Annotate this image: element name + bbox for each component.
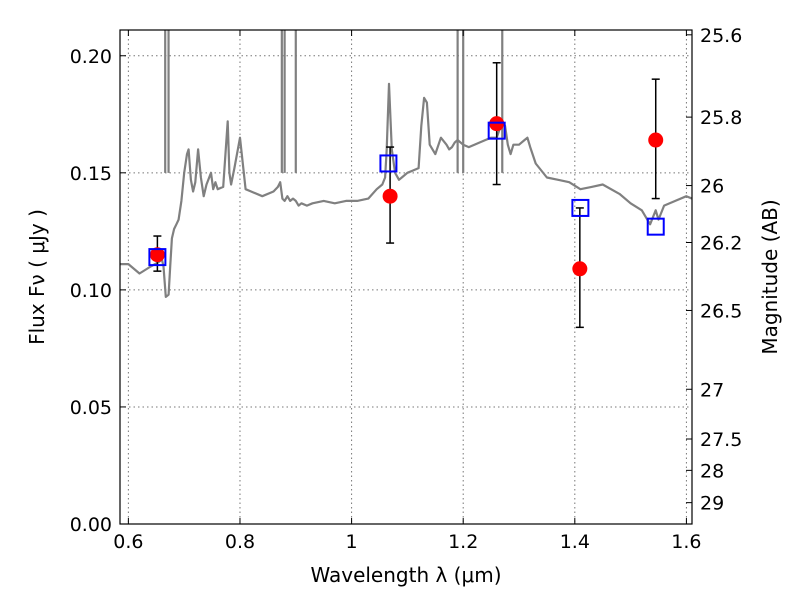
model-point (148, 248, 167, 267)
y-right-tick-label: 26.5 (700, 300, 742, 322)
y-right-axis-title: Magnitude (AB) (758, 199, 782, 354)
y-tick-label: 0.05 (70, 397, 112, 419)
model-point (379, 154, 398, 173)
x-tick-label: 1.6 (671, 531, 701, 553)
y-right-tick-label: 29 (700, 493, 724, 515)
y-tick-label: 0.20 (70, 46, 112, 68)
x-tick-label: 0.6 (113, 531, 143, 553)
x-tick-label: 1 (346, 531, 358, 553)
model-point (487, 121, 506, 140)
plot-area (120, 30, 692, 329)
observed-point (648, 132, 664, 148)
y-axis-title: Flux Fν ( μJy ) (25, 209, 49, 345)
x-tick-label: 1.2 (448, 531, 478, 553)
y-right-tick-label: 28 (700, 460, 724, 482)
spectrum-line (120, 82, 692, 298)
plot-frame (119, 29, 693, 525)
y-right-tick-label: 26.2 (700, 233, 742, 255)
y-right-tick-label: 27 (700, 379, 724, 401)
axes: 0.6 0.8 1 1.2 1.4 1.6 0.00 0.05 0.10 0.15 0.20 25.6… (70, 25, 743, 553)
y-right-tick-label: 26 (700, 176, 724, 198)
model-point (571, 198, 590, 217)
x-tick-label: 0.8 (225, 531, 255, 553)
x-tick-label: 1.4 (560, 531, 590, 553)
y-tick-label: 0.00 (70, 514, 112, 536)
y-right-tick-label: 25.6 (700, 25, 742, 47)
observed-point (572, 261, 588, 277)
y-tick-label: 0.15 (70, 163, 112, 185)
y-right-tick-label: 25.8 (700, 107, 742, 129)
x-axis-title: Wavelength λ (μm) (310, 563, 501, 587)
y-tick-label: 0.10 (70, 280, 112, 302)
observed-point (382, 188, 398, 204)
model-point (646, 217, 665, 236)
observed-point (149, 247, 165, 263)
y-right-tick-label: 27.5 (700, 429, 742, 451)
